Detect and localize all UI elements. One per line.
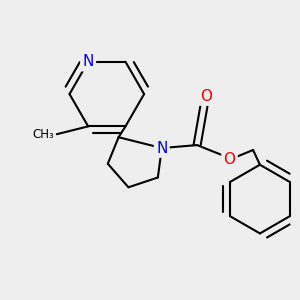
Text: O: O [224,152,236,167]
Text: N: N [156,140,167,155]
Text: CH₃: CH₃ [32,128,54,141]
Text: N: N [82,54,94,69]
Text: O: O [200,88,212,104]
